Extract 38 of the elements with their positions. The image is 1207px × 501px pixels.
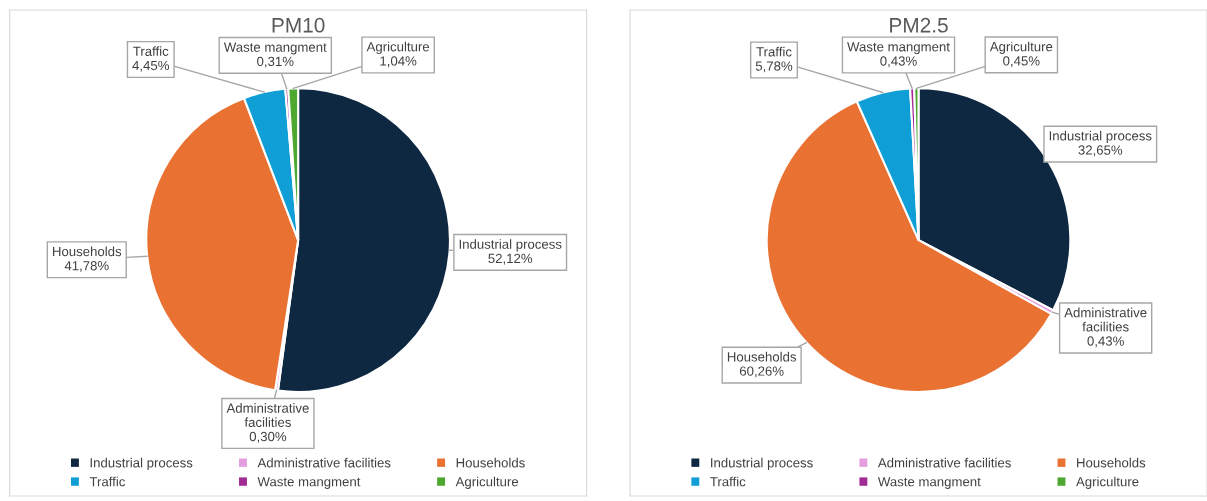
- data-label: 0,43%: [880, 56, 917, 68]
- slice-label: Agriculture: [366, 41, 430, 55]
- data-label: 1,04%: [380, 56, 417, 68]
- data-label: 41,78%: [64, 261, 109, 272]
- legend-label: Waste mangment: [877, 477, 981, 489]
- slice-label: Traffic: [133, 46, 169, 56]
- legend-label: Traffic: [89, 476, 126, 487]
- legend-label: Administrative facilities: [877, 457, 1011, 468]
- slice-label: Households: [727, 351, 797, 362]
- legend-label: Traffic: [710, 476, 746, 487]
- legend-label: Agriculture: [1076, 476, 1139, 489]
- slice-label: Administrative facilities: [1064, 307, 1147, 332]
- slice-label: Industrial process: [1049, 130, 1152, 144]
- legend-label: Industrial process: [711, 457, 813, 471]
- legend-label: Waste mangment: [257, 477, 361, 489]
- legend-label: Households: [1077, 457, 1146, 468]
- slice-label: Traffic: [756, 46, 792, 57]
- data-label: 52,12%: [488, 253, 533, 265]
- data-label: 0,30%: [249, 431, 287, 443]
- slice-label: Industrial process: [459, 239, 562, 252]
- data-label: 60,26%: [739, 366, 784, 378]
- data-label: 0,45%: [1003, 56, 1040, 68]
- slice-label: Waste mangment: [223, 42, 327, 55]
- data-label: 4,45%: [132, 60, 170, 72]
- data-label: 0,43%: [1087, 336, 1124, 348]
- chart-title: PM2.5: [890, 17, 948, 33]
- slice-label: Waste mangment: [847, 42, 950, 55]
- legend-label: Households: [456, 457, 525, 468]
- slice-label: Households: [53, 246, 122, 257]
- slice-label: Agriculture: [989, 41, 1053, 54]
- slice-label: Administrative facilities: [226, 403, 309, 427]
- chart-title: PM10: [272, 17, 325, 33]
- data-label: 5,78%: [755, 61, 793, 73]
- legend-label: Administrative facilities: [257, 457, 391, 468]
- legend-label: Industrial process: [90, 457, 193, 471]
- legend-label: Agriculture: [455, 476, 519, 489]
- data-label: 0,31%: [257, 56, 294, 68]
- data-label: 32,65%: [1078, 145, 1123, 157]
